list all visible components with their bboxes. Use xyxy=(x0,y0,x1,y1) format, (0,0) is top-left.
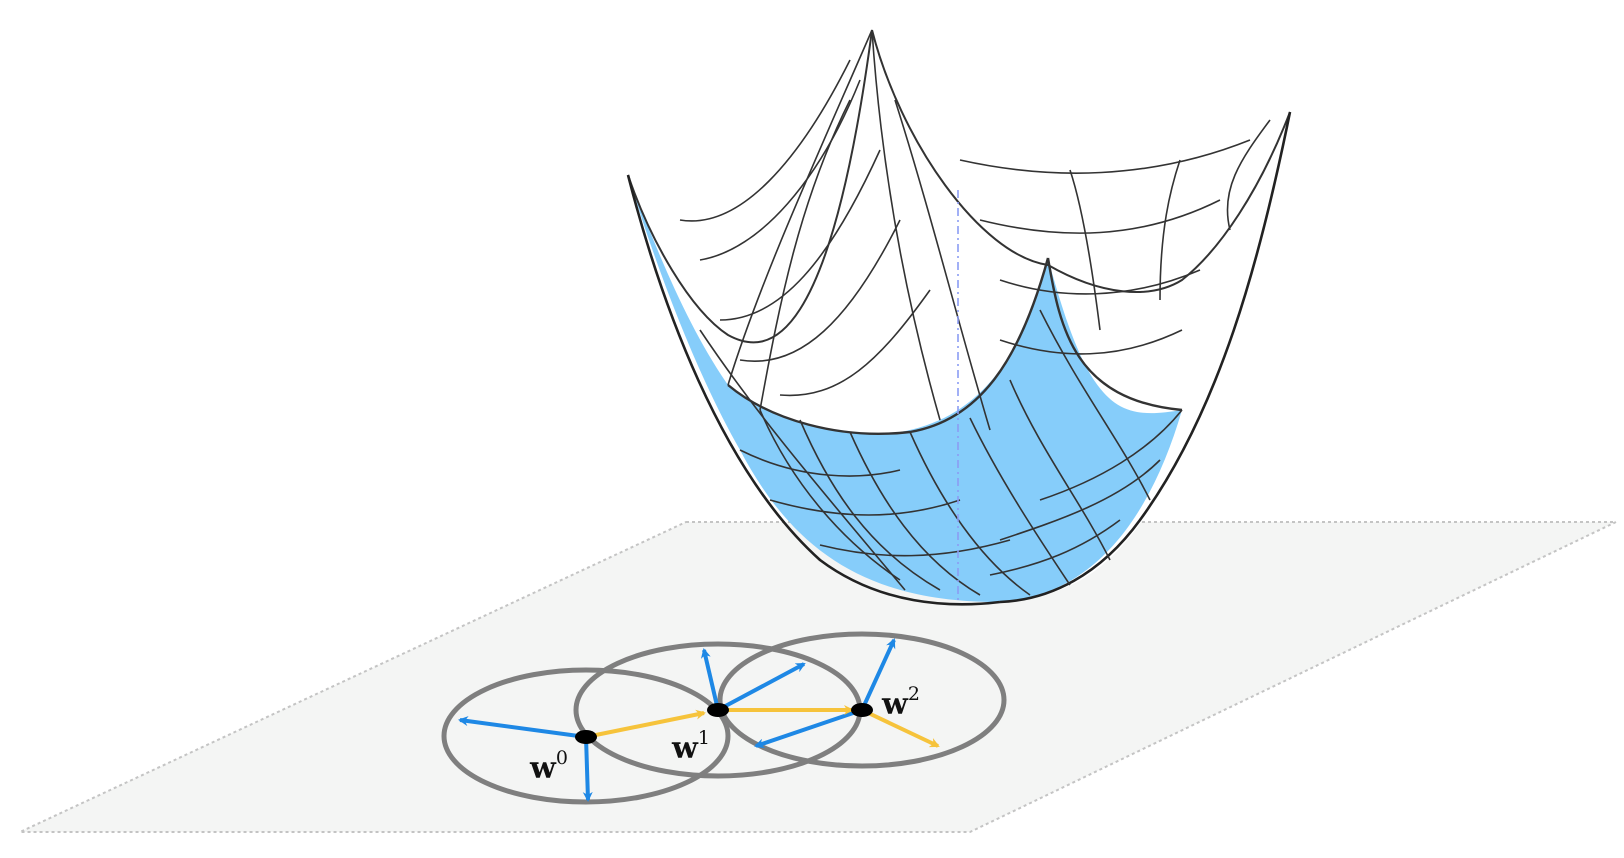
quadratic-cost-surface xyxy=(626,29,1292,606)
candidate-arrow xyxy=(700,648,720,711)
candidate-arrow xyxy=(458,716,587,739)
label-w2: w2 xyxy=(881,683,920,722)
label-w1: w1 xyxy=(671,727,710,766)
descent-step-arrows xyxy=(585,705,940,748)
candidate-arrow xyxy=(582,736,593,802)
iterate-point-w0 xyxy=(575,730,597,744)
iterate-point-w2 xyxy=(851,703,873,717)
search-circle-2 xyxy=(717,631,1007,769)
candidate-direction-arrows xyxy=(458,638,896,802)
step-arrow xyxy=(861,708,940,748)
search-circle-0 xyxy=(441,667,731,805)
input-plane xyxy=(19,521,1617,833)
candidate-arrow xyxy=(754,708,863,749)
candidate-arrow xyxy=(717,662,806,712)
step-arrow xyxy=(585,709,706,739)
candidate-arrow xyxy=(860,638,896,711)
iterate-points xyxy=(575,703,873,744)
surface-front-face xyxy=(628,175,1182,602)
surface-mesh-lines xyxy=(679,29,1271,596)
iterate-point-w1 xyxy=(707,703,729,717)
label-w0: w0 xyxy=(529,747,568,786)
